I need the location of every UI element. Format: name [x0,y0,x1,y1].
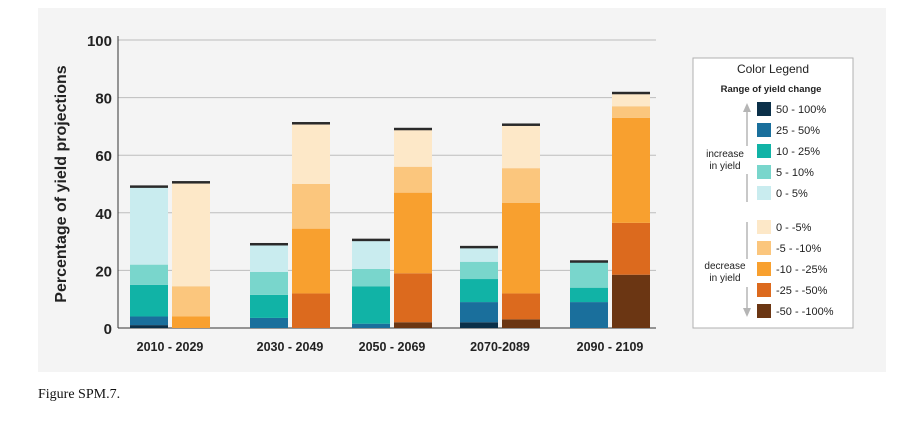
y-tick-label: 80 [95,91,112,108]
bar-segment-decrease [172,182,210,287]
x-tick-label: 2050 - 2069 [359,340,426,354]
bar-segment-decrease [502,124,540,169]
bar-segment-decrease [612,222,650,275]
bar-cap-decrease [172,181,210,184]
legend-label: -50 - -100% [776,306,834,318]
legend-label: 50 - 100% [776,104,826,116]
chart: 0 20 40 60 80 100 Percentage of yield projecti… [53,33,854,354]
legend-swatch [757,241,771,255]
bar-segment-decrease [612,93,650,107]
bar-segment-increase [460,322,498,328]
bar-segment-decrease [394,273,432,323]
bar-segment-increase [250,244,288,272]
legend-label: 0 - 5% [776,188,808,200]
bar-segment-increase [570,287,608,303]
bar-segment-increase [250,271,288,295]
figure-caption: Figure SPM.7. [38,387,121,402]
bar-segment-increase [130,325,168,328]
bar-segment-increase [130,186,168,265]
bar-cap-decrease [292,122,330,125]
bar-segment-increase [250,317,288,328]
bar-cap-increase [570,260,608,263]
decrease-label: in yield [709,273,740,284]
bar-segment-decrease [612,274,650,328]
bar-segment-decrease [292,123,330,184]
bar-segment-decrease [172,316,210,328]
x-tick-label: 2010 - 2029 [137,340,204,354]
increase-arrow-head [743,103,751,112]
bar-cap-decrease [502,123,540,126]
legend-swatch [757,144,771,158]
bar-cap-increase [460,245,498,249]
legend-swatch [757,283,771,297]
legend-title: Color Legend [737,62,809,76]
bar-segment-increase [130,316,168,326]
y-axis-label: Percentage of yield projections [53,65,70,303]
bar-segment-decrease [502,202,540,294]
legend-swatch [757,262,771,276]
decrease-label: decrease [704,261,746,272]
bar-segment-decrease [612,106,650,118]
y-tick-label: 20 [95,263,112,280]
bar-segment-decrease [292,293,330,328]
bar-segment-decrease [612,117,650,223]
legend-box [692,57,854,329]
bar-segment-decrease [502,168,540,203]
y-tick-label: 100 [87,33,112,50]
bar-segment-decrease [502,293,540,320]
bar-segment-decrease [394,322,432,328]
x-tick-label: 2030 - 2049 [257,340,324,354]
legend-swatch [757,186,771,200]
bar-segment-increase [460,261,498,280]
y-tick-label: 0 [104,321,112,338]
legend-label: 25 - 50% [776,125,820,137]
legend-swatch [757,123,771,137]
legend-swatch [757,304,771,318]
bar-segment-increase [460,302,498,323]
bar-segment-increase [130,264,168,285]
bar-segment-decrease [394,166,432,193]
decrease-arrow-head [743,308,751,317]
y-tick-label: 40 [95,206,112,223]
legend-label: 10 - 25% [776,146,820,158]
bar-cap-increase [352,238,390,242]
bar-segment-increase [352,323,390,328]
decrease-arrow-gap [740,259,754,287]
bar-segment-increase [250,294,288,318]
bar-segment-decrease [172,286,210,317]
bar-segment-decrease [292,184,330,229]
x-tick-label: 2090 - 2109 [577,340,644,354]
legend-label: -5 - -10% [776,243,821,255]
bar-cap-decrease [612,91,650,95]
bar-segment-increase [130,284,168,317]
legend-subtitle: Range of yield change [721,84,822,95]
legend-swatch [757,220,771,234]
legend-label: -25 - -50% [776,285,828,297]
legend-label: 5 - 10% [776,167,814,179]
bar-segment-increase [352,268,390,287]
bar-segment-increase [352,240,390,269]
legend-swatch [757,102,771,116]
increase-label: in yield [709,161,740,172]
increase-label: increase [706,149,744,160]
bar-segment-increase [460,247,498,262]
bar-segment-decrease [394,192,432,274]
bar-segment-increase [352,286,390,324]
bar-cap-increase [250,242,288,246]
bar-segment-decrease [292,228,330,294]
bar-segment-increase [460,279,498,303]
bar-segment-decrease [394,129,432,167]
increase-arrow-gap [740,146,754,174]
legend-label: -10 - -25% [776,264,828,276]
legend-label: 0 - -5% [776,222,812,234]
bar-cap-increase [130,185,168,188]
bar-segment-increase [570,302,608,328]
bar-cap-decrease [394,127,432,131]
y-tick-label: 60 [95,148,112,165]
x-tick-label: 2070-2089 [470,340,530,354]
bar-segment-increase [570,261,608,288]
legend-swatch [757,165,771,179]
bar-segment-decrease [502,319,540,328]
